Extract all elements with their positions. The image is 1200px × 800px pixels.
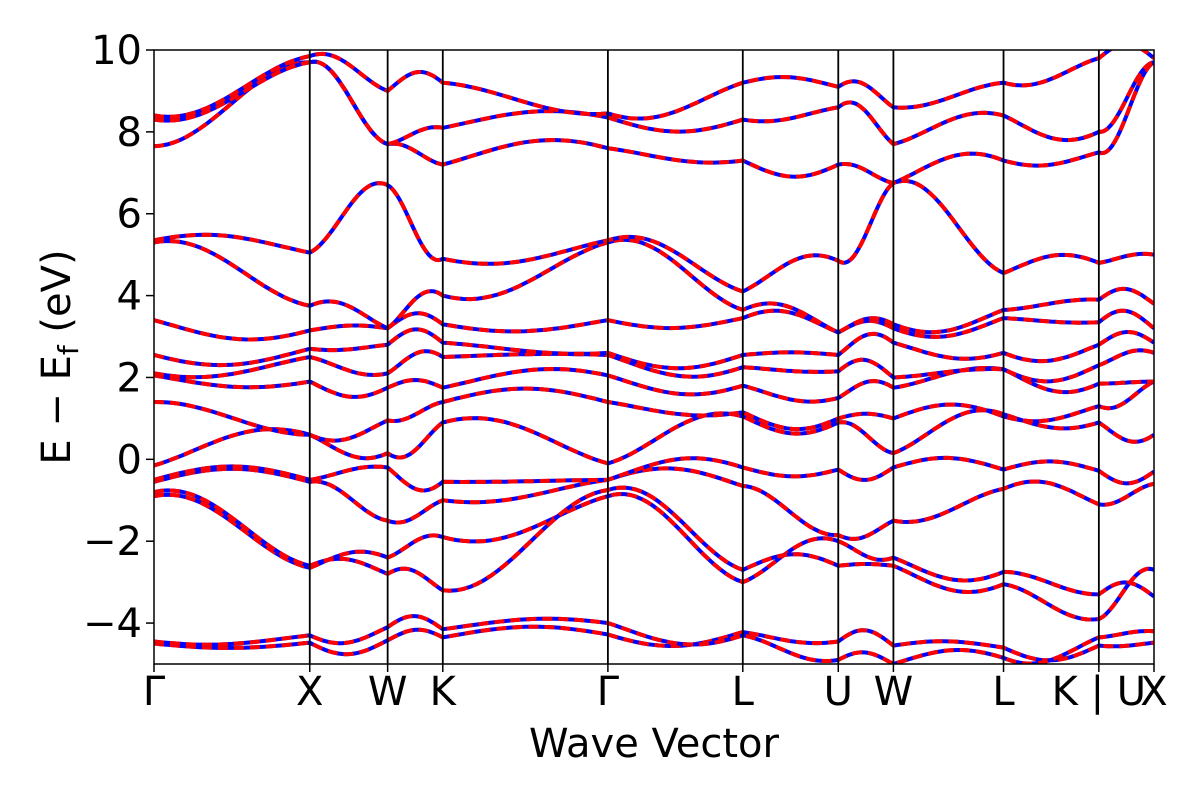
band-line-overlay <box>154 59 1154 147</box>
band-line-overlay <box>154 348 1154 384</box>
x-tick-label: X <box>296 669 323 715</box>
y-tick-label: 10 <box>91 28 142 74</box>
x-tick-label: L <box>992 669 1015 715</box>
y-tick-label: −4 <box>83 601 142 647</box>
band-line-overlay <box>154 614 1154 664</box>
x-tick-label: Γ <box>597 669 620 715</box>
band-line-overlay <box>154 485 1154 622</box>
plot-frame <box>153 49 1155 665</box>
band-line-overlay <box>154 455 1154 493</box>
x-tick-label: K <box>430 669 458 715</box>
y-tick-label: −2 <box>83 519 142 565</box>
kpoint-lines <box>308 50 1100 664</box>
x-tick-label: L <box>732 669 755 715</box>
band-line-overlay <box>154 308 1154 342</box>
x-tick-label: K | U <box>1052 669 1146 715</box>
x-axis-label: Wave Vector <box>529 721 780 767</box>
band-line-overlay <box>154 379 1154 443</box>
y-tick-label: 2 <box>117 355 142 401</box>
y-axis-label-subscript: f <box>52 344 85 355</box>
y-axis-label: E − Ef (eV) <box>34 249 85 464</box>
y-axis-label-main: E − E <box>34 355 80 465</box>
y-tick-label: 8 <box>117 110 142 156</box>
x-tick-label: W <box>874 669 914 715</box>
x-tick-label: U <box>824 669 853 715</box>
y-axis-ticks: −4 −2 0 2 4 6 8 10 <box>83 28 154 647</box>
x-tick-label: W <box>368 669 408 715</box>
band-line-overlay <box>154 327 1154 371</box>
y-tick-label: 4 <box>117 274 142 320</box>
x-tick-label: X <box>1140 669 1167 715</box>
y-axis-label-unit: (eV) <box>34 249 80 345</box>
y-tick-label: 0 <box>117 437 142 483</box>
band-line-overlay <box>154 365 1154 404</box>
y-tick-label: 6 <box>117 192 142 238</box>
x-tick-label: Γ <box>143 669 166 715</box>
